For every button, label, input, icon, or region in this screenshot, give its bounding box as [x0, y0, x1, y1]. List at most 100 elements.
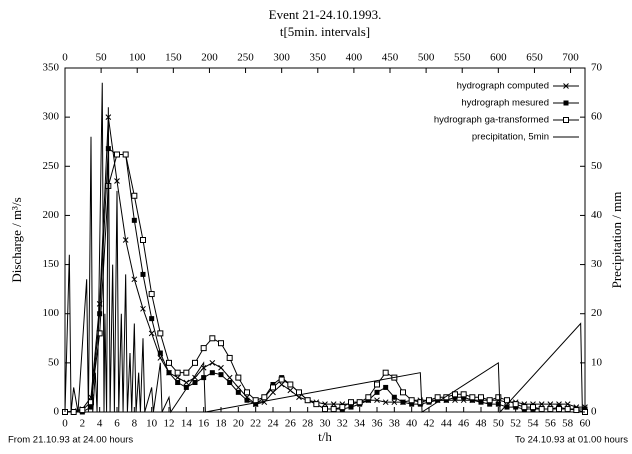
point-marker	[382, 369, 389, 376]
y2-tick-label: 20	[591, 307, 603, 319]
x-tick-label: 28	[302, 418, 314, 430]
point-marker	[235, 374, 242, 381]
point-marker	[417, 399, 424, 406]
x2-tick-label: 150	[165, 52, 182, 64]
point-marker	[504, 397, 510, 404]
x-tick-label: 2	[80, 418, 86, 430]
point-marker	[131, 217, 137, 223]
x2-tick-label: 600	[490, 52, 507, 64]
point-marker	[400, 389, 406, 396]
point-marker	[547, 401, 554, 407]
point-marker	[304, 397, 311, 404]
x-tick-label: 46	[458, 418, 470, 430]
point-marker	[227, 380, 233, 386]
point-marker	[330, 406, 337, 413]
point-marker	[374, 389, 380, 395]
point-marker	[244, 389, 250, 396]
x-tick-label: 54	[528, 418, 540, 430]
point-marker	[114, 178, 120, 184]
point-marker	[460, 391, 467, 398]
point-marker	[97, 311, 103, 317]
point-marker	[348, 404, 354, 410]
point-marker	[122, 237, 129, 243]
y2-tick-label: 50	[591, 160, 603, 172]
point-marker	[140, 305, 146, 312]
point-marker	[226, 374, 233, 381]
x-tick-label: 4	[97, 418, 103, 430]
point-marker	[504, 404, 510, 410]
y-tick-label: 350	[43, 62, 60, 74]
y-axis-label: Discharge / m³/s	[9, 197, 24, 282]
point-marker	[235, 389, 241, 395]
x-tick-label: 8	[132, 418, 138, 430]
x-tick-label: 24	[268, 418, 280, 430]
point-marker	[469, 394, 476, 401]
point-marker	[174, 369, 181, 376]
point-marker	[434, 394, 441, 401]
x2-tick-label: 500	[418, 52, 435, 64]
y-tick-label: 150	[43, 258, 60, 270]
point-marker	[70, 409, 77, 415]
point-marker	[166, 359, 172, 366]
point-marker	[356, 399, 363, 406]
point-marker	[209, 335, 216, 342]
point-marker	[383, 384, 389, 390]
point-marker	[443, 394, 450, 401]
point-marker	[530, 404, 536, 411]
y-tick-label: 200	[43, 209, 60, 221]
x-tick-label: 32	[337, 418, 348, 430]
x-tick-label: 40	[406, 418, 418, 430]
point-marker	[287, 387, 294, 394]
point-marker	[226, 354, 233, 361]
point-marker	[192, 359, 198, 366]
point-marker	[409, 401, 415, 407]
point-marker	[192, 374, 198, 381]
point-marker	[486, 397, 493, 404]
x2-tick-label: 100	[129, 52, 146, 64]
point-marker	[183, 384, 189, 390]
point-marker	[261, 394, 268, 401]
point-marker	[563, 117, 569, 123]
legend-label: hydrograph ga-transformed	[434, 115, 549, 126]
point-marker	[270, 384, 276, 391]
point-marker	[209, 370, 215, 376]
point-marker	[478, 399, 484, 405]
point-marker	[183, 369, 190, 376]
point-marker	[374, 381, 380, 388]
x-tick-label: 34	[354, 418, 366, 430]
annotation: To 24.10.93 at 01.00 hours	[515, 435, 628, 446]
point-marker	[339, 404, 346, 411]
x-tick-label: 48	[476, 418, 488, 430]
x-tick-label: 12	[164, 418, 175, 430]
point-marker	[278, 381, 285, 388]
point-marker	[218, 364, 224, 371]
point-marker	[330, 401, 337, 407]
legend-label: hydrograph mesured	[461, 98, 549, 109]
x2-tick-label: 250	[237, 52, 254, 64]
point-marker	[244, 397, 250, 403]
point-marker	[131, 192, 138, 199]
point-marker	[253, 401, 259, 407]
point-marker	[174, 374, 181, 381]
x-tick-label: 16	[198, 418, 210, 430]
point-marker	[149, 316, 155, 322]
x-tick-label: 6	[114, 418, 120, 430]
point-marker	[140, 237, 146, 243]
point-marker	[148, 291, 155, 298]
point-marker	[218, 340, 224, 347]
point-marker	[538, 401, 545, 407]
point-marker	[426, 397, 432, 404]
x-tick-label: 22	[250, 418, 261, 430]
point-marker	[313, 401, 320, 408]
point-marker	[201, 375, 207, 381]
point-marker	[79, 407, 86, 414]
point-marker	[547, 406, 554, 413]
point-marker	[400, 399, 406, 405]
x2-tick-label: 300	[273, 52, 290, 64]
point-marker	[235, 384, 242, 391]
legend-label: hydrograph computed	[457, 81, 549, 92]
point-marker	[495, 394, 502, 401]
legend-label: precipitation, 5min	[472, 132, 549, 143]
x2-tick-label: 50	[96, 52, 108, 64]
x2-tick-label: 700	[562, 52, 579, 64]
